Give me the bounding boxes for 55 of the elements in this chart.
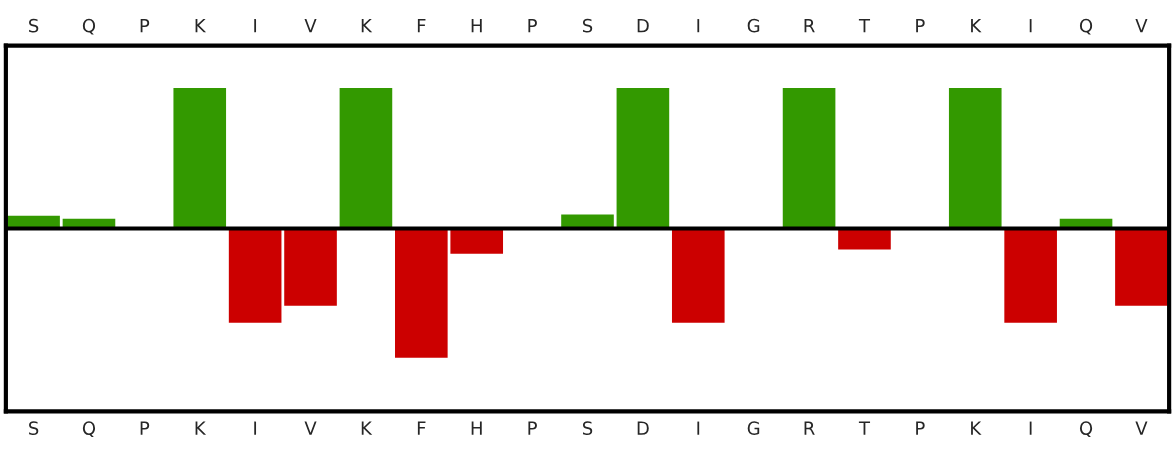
category-label: I <box>254 19 257 33</box>
category-label: I <box>1029 19 1032 33</box>
x-tick-label: T <box>858 421 871 435</box>
x-tick-label: P <box>528 421 537 435</box>
category-label: K <box>971 19 982 33</box>
category-label: P <box>528 19 537 33</box>
x-tick-label: P <box>916 421 925 435</box>
x-tick-label: I <box>1029 421 1032 435</box>
x-tick-label: I <box>254 421 257 435</box>
bar <box>948 87 1002 229</box>
x-tick-label: Q <box>82 421 96 438</box>
x-tick-label: F <box>417 421 426 435</box>
category-label: V <box>304 19 317 33</box>
bar <box>838 228 891 250</box>
x-tick-label: R <box>804 421 815 435</box>
category-label: T <box>858 19 871 33</box>
category-label: I <box>697 19 700 33</box>
category-label: K <box>361 19 373 33</box>
bar <box>671 228 725 323</box>
x-tick-label: G <box>747 421 760 435</box>
category-label: V <box>1135 19 1148 33</box>
bar <box>228 228 282 323</box>
bar <box>616 87 670 229</box>
category-label: R <box>804 19 815 33</box>
bar <box>1115 228 1168 306</box>
category-label: G <box>747 18 760 33</box>
x-tick-label: K <box>971 421 982 435</box>
bar <box>1004 228 1057 323</box>
bar <box>284 228 337 306</box>
x-tick-label: D <box>637 421 649 435</box>
category-label: Q <box>1079 18 1093 35</box>
category-label: D <box>637 19 649 33</box>
x-tick-label: K <box>361 421 373 435</box>
category-label: S <box>582 18 593 33</box>
category-label: P <box>916 19 925 33</box>
x-tick-label: S <box>29 421 39 435</box>
bar <box>395 228 448 358</box>
bar <box>339 87 393 229</box>
bar <box>450 228 504 254</box>
x-tick-label: I <box>697 421 700 435</box>
category-label: Q <box>82 18 96 35</box>
x-tick-label: K <box>195 421 207 435</box>
x-tick-label: P <box>140 421 150 435</box>
category-label: H <box>471 19 482 33</box>
category-label: P <box>140 19 150 33</box>
bar <box>173 87 227 229</box>
category-label: K <box>195 19 207 33</box>
category-label: F <box>417 19 426 33</box>
x-tick-label: V <box>304 421 317 435</box>
bar <box>782 87 836 229</box>
x-tick-label: Q <box>1079 421 1093 438</box>
x-tick-label: V <box>1135 421 1148 435</box>
x-tick-label: H <box>471 421 482 435</box>
category-label: S <box>29 18 39 33</box>
x-tick-label: S <box>582 421 593 435</box>
